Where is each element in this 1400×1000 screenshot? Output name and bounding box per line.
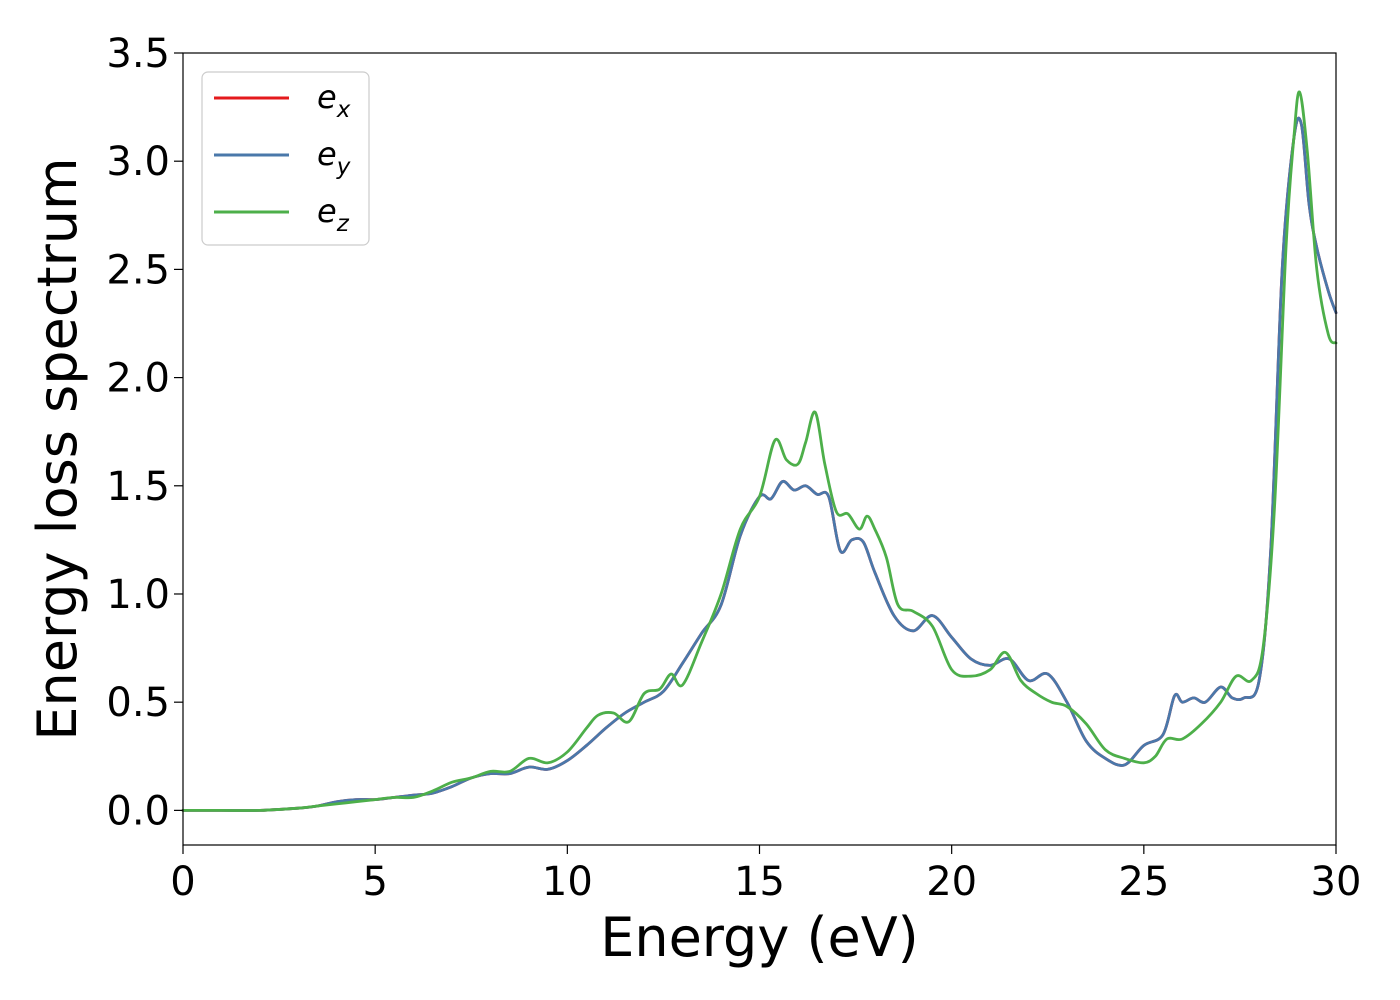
y-tick-label: 3.0: [106, 139, 170, 185]
legend-label-ex: ex: [317, 78, 351, 123]
y-axis-ticks: 0.0 0.5 1.0 1.5 2.0 2.5 3.0 3.5: [106, 31, 183, 834]
x-tick-label: 5: [362, 859, 387, 905]
y-tick-label: 2.0: [106, 356, 170, 402]
y-tick-label: 2.5: [106, 247, 170, 293]
y-tick-label: 1.0: [106, 572, 170, 618]
y-tick-label: 3.5: [106, 31, 170, 77]
x-tick-label: 30: [1311, 859, 1362, 905]
x-tick-label: 15: [734, 859, 785, 905]
y-tick-label: 0.0: [106, 788, 170, 834]
series-layer: [181, 90, 1338, 812]
x-axis-ticks: 0 5 10 15 20 25 30: [170, 845, 1361, 905]
x-axis-label: Energy (eV): [600, 906, 919, 969]
y-tick-label: 1.5: [106, 464, 170, 510]
y-tick-label: 0.5: [106, 680, 170, 726]
series-line-ez: [181, 90, 1338, 812]
legend: ex ey ez: [201, 71, 370, 246]
legend-label-ey: ey: [317, 135, 351, 180]
x-tick-label: 25: [1118, 859, 1169, 905]
legend-frame: [201, 71, 370, 246]
x-tick-label: 0: [170, 859, 195, 905]
x-tick-label: 10: [542, 859, 593, 905]
x-tick-label: 20: [926, 859, 977, 905]
plot-area: [183, 53, 1336, 845]
y-axis-label: Energy loss spectrum: [26, 157, 89, 740]
legend-label-ez: ez: [317, 192, 350, 237]
